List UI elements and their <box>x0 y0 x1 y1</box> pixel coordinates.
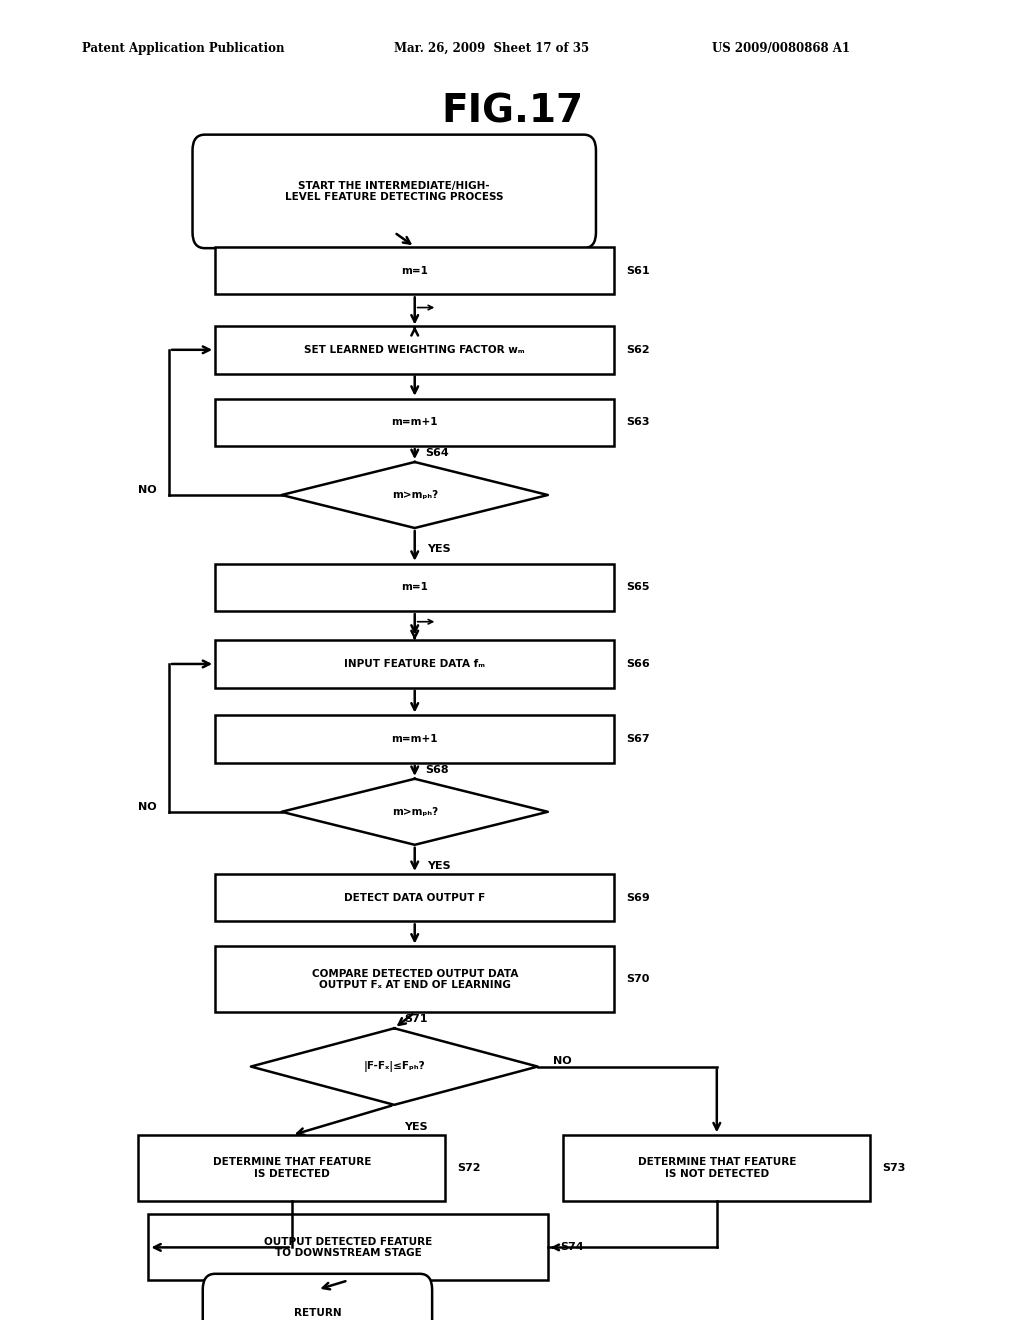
Text: Mar. 26, 2009  Sheet 17 of 35: Mar. 26, 2009 Sheet 17 of 35 <box>394 42 590 55</box>
Text: Patent Application Publication: Patent Application Publication <box>82 42 285 55</box>
Text: YES: YES <box>404 1122 428 1133</box>
Bar <box>215 326 614 374</box>
Text: FIG.17: FIG.17 <box>441 92 583 131</box>
Text: S74: S74 <box>560 1242 584 1253</box>
Text: DETECT DATA OUTPUT F: DETECT DATA OUTPUT F <box>344 892 485 903</box>
Bar <box>215 874 614 921</box>
Text: INPUT FEATURE DATA fₘ: INPUT FEATURE DATA fₘ <box>344 659 485 669</box>
Text: S63: S63 <box>627 417 650 428</box>
Text: m=m+1: m=m+1 <box>391 417 438 428</box>
Text: S71: S71 <box>404 1014 428 1024</box>
Bar <box>563 1135 870 1201</box>
Text: OUTPUT DETECTED FEATURE
TO DOWNSTREAM STAGE: OUTPUT DETECTED FEATURE TO DOWNSTREAM ST… <box>264 1237 432 1258</box>
Text: COMPARE DETECTED OUTPUT DATA
OUTPUT Fₓ AT END OF LEARNING: COMPARE DETECTED OUTPUT DATA OUTPUT Fₓ A… <box>311 969 518 990</box>
Bar <box>148 1214 548 1280</box>
Text: S67: S67 <box>627 734 650 744</box>
FancyBboxPatch shape <box>203 1274 432 1320</box>
Text: NO: NO <box>138 801 157 812</box>
Text: S61: S61 <box>627 265 650 276</box>
Text: START THE INTERMEDIATE/HIGH-
LEVEL FEATURE DETECTING PROCESS: START THE INTERMEDIATE/HIGH- LEVEL FEATU… <box>285 181 504 202</box>
Text: S73: S73 <box>883 1163 906 1173</box>
Text: m=m+1: m=m+1 <box>391 734 438 744</box>
Text: YES: YES <box>427 544 451 554</box>
Text: DETERMINE THAT FEATURE
IS NOT DETECTED: DETERMINE THAT FEATURE IS NOT DETECTED <box>638 1158 796 1179</box>
Bar <box>215 715 614 763</box>
Text: US 2009/0080868 A1: US 2009/0080868 A1 <box>712 42 850 55</box>
Text: NO: NO <box>553 1056 571 1067</box>
Text: S66: S66 <box>627 659 650 669</box>
Text: NO: NO <box>138 484 157 495</box>
Text: YES: YES <box>427 861 451 871</box>
Bar <box>215 247 614 294</box>
Text: S70: S70 <box>627 974 650 985</box>
Text: S65: S65 <box>627 582 650 593</box>
Text: m>mₚₕ?: m>mₚₕ? <box>391 490 438 500</box>
Text: m=1: m=1 <box>401 265 428 276</box>
Text: S64: S64 <box>425 447 449 458</box>
Bar <box>215 946 614 1012</box>
Text: S69: S69 <box>627 892 650 903</box>
Text: |F-Fₓ|≤Fₚₕ?: |F-Fₓ|≤Fₚₕ? <box>364 1061 425 1072</box>
Bar <box>215 399 614 446</box>
Bar <box>138 1135 445 1201</box>
Text: RETURN: RETURN <box>294 1308 341 1319</box>
Text: S72: S72 <box>458 1163 481 1173</box>
Bar <box>215 640 614 688</box>
Text: m>mₚₕ?: m>mₚₕ? <box>391 807 438 817</box>
Text: S62: S62 <box>627 345 650 355</box>
Bar <box>215 564 614 611</box>
Text: SET LEARNED WEIGHTING FACTOR wₘ: SET LEARNED WEIGHTING FACTOR wₘ <box>304 345 525 355</box>
FancyBboxPatch shape <box>193 135 596 248</box>
Text: S68: S68 <box>425 764 449 775</box>
Text: m=1: m=1 <box>401 582 428 593</box>
Text: DETERMINE THAT FEATURE
IS DETECTED: DETERMINE THAT FEATURE IS DETECTED <box>213 1158 371 1179</box>
